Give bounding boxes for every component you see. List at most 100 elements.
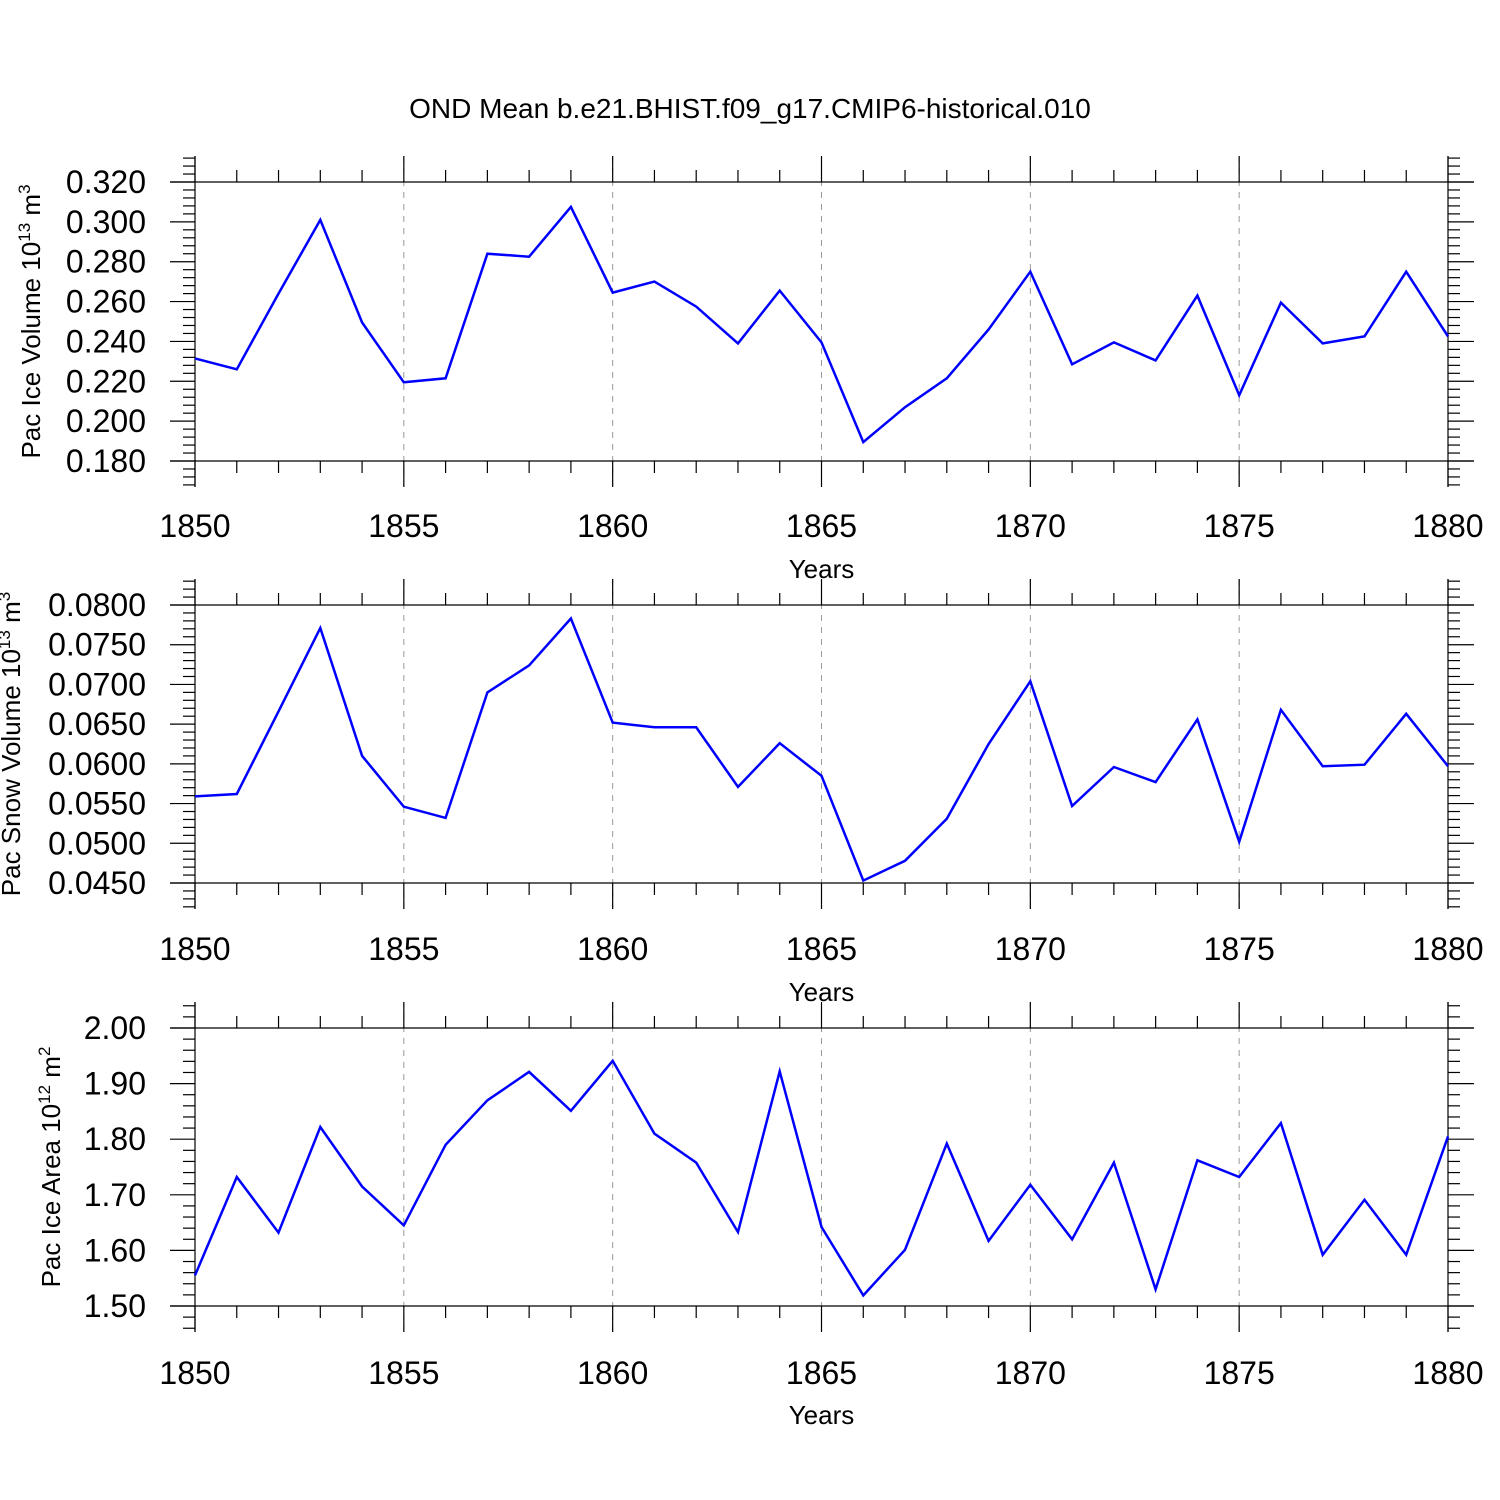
data-point xyxy=(1071,363,1073,365)
data-point xyxy=(946,377,948,379)
data-point xyxy=(278,710,280,712)
data-point xyxy=(779,1070,781,1072)
x-tick-label: 1850 xyxy=(159,508,230,544)
data-point xyxy=(278,1232,280,1234)
y-tick-label: 0.280 xyxy=(66,244,146,280)
y-tick-label: 0.0800 xyxy=(48,587,146,623)
data-point xyxy=(1155,359,1157,361)
data-point xyxy=(361,1185,363,1187)
y-tick-label: 0.0450 xyxy=(48,865,146,901)
data-point xyxy=(1322,342,1324,344)
data-point xyxy=(1113,341,1115,343)
data-point xyxy=(236,793,238,795)
data-point xyxy=(862,1294,864,1296)
chart-panel-1: 1850 1855 1860 1865 1870 1875 1880 0.180 0.200 0.… xyxy=(15,156,1484,584)
y-tick-label: 1.80 xyxy=(84,1121,146,1157)
data-point xyxy=(445,377,447,379)
y-tick-label: 1.60 xyxy=(84,1232,146,1268)
x-tick-label: 1870 xyxy=(995,931,1066,967)
data-point xyxy=(1029,680,1031,682)
data-point xyxy=(1447,1135,1449,1137)
data-point xyxy=(1280,1122,1282,1124)
data-point xyxy=(1280,709,1282,711)
data-point xyxy=(695,726,697,728)
x-tick-label: 1865 xyxy=(786,1355,857,1391)
x-tick-label: 1865 xyxy=(786,931,857,967)
data-point xyxy=(1447,335,1449,337)
data-point xyxy=(1196,718,1198,720)
data-point xyxy=(1405,1254,1407,1256)
x-tick-label: 1875 xyxy=(1204,931,1275,967)
data-point xyxy=(528,1071,530,1073)
data-point xyxy=(486,253,488,255)
data-point xyxy=(1071,805,1073,807)
data-point xyxy=(695,306,697,308)
x-tick-label: 1855 xyxy=(368,508,439,544)
x-tick-label: 1880 xyxy=(1412,508,1483,544)
x-tick-label: 1875 xyxy=(1204,1355,1275,1391)
figure-title: OND Mean b.e21.BHIST.f09_g17.CMIP6-histo… xyxy=(409,93,1091,124)
x-tick-label: 1850 xyxy=(159,931,230,967)
data-point xyxy=(570,206,572,208)
y-tick-label: 0.0750 xyxy=(48,627,146,663)
data-point xyxy=(862,880,864,882)
data-point xyxy=(486,691,488,693)
y-tick-label: 0.240 xyxy=(66,323,146,359)
data-point xyxy=(695,1162,697,1164)
data-point xyxy=(904,860,906,862)
data-point xyxy=(612,292,614,294)
data-point xyxy=(403,381,405,383)
x-tick-label: 1860 xyxy=(577,508,648,544)
data-point xyxy=(1405,271,1407,273)
y-axis-title: Pac Snow Volume 1013 m3 xyxy=(0,592,26,896)
x-tick-label: 1880 xyxy=(1412,1355,1483,1391)
data-point xyxy=(403,806,405,808)
x-tick-label: 1855 xyxy=(368,1355,439,1391)
data-point xyxy=(1280,302,1282,304)
data-point xyxy=(737,1231,739,1233)
data-point xyxy=(194,795,196,797)
data-point xyxy=(319,627,321,629)
data-series-line xyxy=(194,204,1450,445)
data-point xyxy=(612,722,614,724)
data-point xyxy=(1363,1199,1365,1201)
y-tick-label: 0.0650 xyxy=(48,706,146,742)
data-point xyxy=(1155,781,1157,783)
data-point xyxy=(821,775,823,777)
data-point xyxy=(988,1240,990,1242)
data-point xyxy=(862,441,864,443)
y-tick-label: 2.00 xyxy=(84,1010,146,1046)
data-point xyxy=(319,1126,321,1128)
data-point xyxy=(653,1133,655,1135)
data-point xyxy=(236,368,238,370)
x-tick-label: 1865 xyxy=(786,508,857,544)
y-tick-label: 1.50 xyxy=(84,1288,146,1324)
data-point xyxy=(1029,1184,1031,1186)
x-tick-label: 1850 xyxy=(159,1355,230,1391)
data-point xyxy=(1196,1159,1198,1161)
x-tick-label: 1870 xyxy=(995,508,1066,544)
chart-panel-3: 1850 1855 1860 1865 1870 1875 1880 1.50 1.60 1.70… xyxy=(35,1002,1484,1430)
data-point xyxy=(1113,766,1115,768)
y-tick-label: 1.90 xyxy=(84,1066,146,1102)
data-point xyxy=(1405,713,1407,715)
data-point xyxy=(570,1110,572,1112)
data-point xyxy=(570,618,572,620)
data-series-line xyxy=(193,1058,1450,1298)
y-tick-label: 0.0550 xyxy=(48,786,146,822)
x-tick-label: 1875 xyxy=(1204,508,1275,544)
data-point xyxy=(988,743,990,745)
data-point xyxy=(612,1060,614,1062)
data-point xyxy=(821,1226,823,1228)
x-tick-label: 1870 xyxy=(995,1355,1066,1391)
data-point xyxy=(1363,764,1365,766)
data-point xyxy=(528,256,530,258)
x-tick-label: 1880 xyxy=(1412,931,1483,967)
data-point xyxy=(821,341,823,343)
data-point xyxy=(1447,765,1449,767)
y-axis-title: Pac Ice Volume 1013 m3 xyxy=(15,184,46,458)
data-point xyxy=(737,786,739,788)
data-point xyxy=(319,219,321,221)
y-tick-label: 0.300 xyxy=(66,204,146,240)
data-point xyxy=(904,406,906,408)
